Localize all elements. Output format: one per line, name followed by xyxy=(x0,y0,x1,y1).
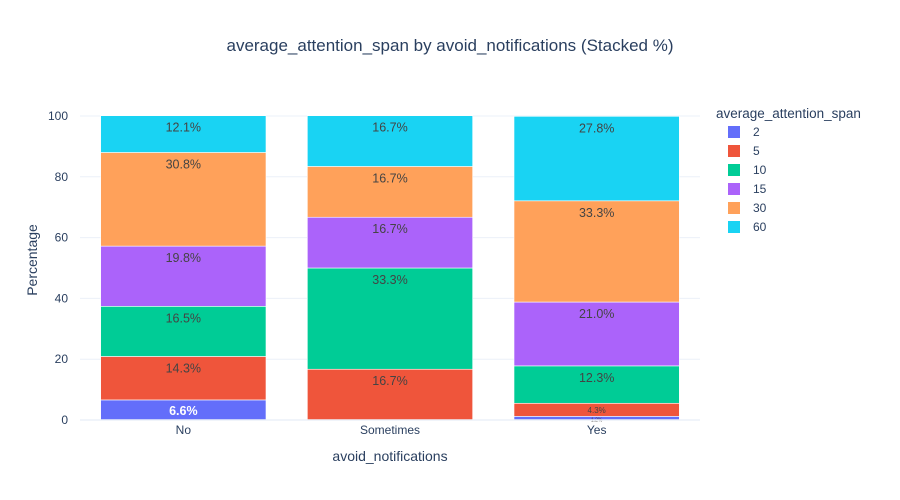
bar-label: 27.8% xyxy=(579,121,614,135)
bar-segment-30-sometimes xyxy=(307,166,473,218)
y-axis-title: Percentage xyxy=(24,224,40,296)
bar-label: 6.6% xyxy=(169,404,198,418)
bar-segment-15-sometimes xyxy=(307,216,473,269)
legend: average_attention_span 2 5 10 15 30 60 xyxy=(716,106,861,234)
bar-segment-60-sometimes xyxy=(307,115,473,167)
y-tick-label: 20 xyxy=(55,352,69,366)
legend-swatch-5[interactable] xyxy=(728,145,740,157)
legend-label-10[interactable]: 10 xyxy=(753,163,767,177)
bar-label: 12.1% xyxy=(166,121,201,135)
bar-segment-15-no xyxy=(100,245,267,307)
y-tick-label: 100 xyxy=(48,109,68,123)
bar-label: 33.3% xyxy=(372,273,407,287)
chart-title: average_attention_span by avoid_notifica… xyxy=(226,36,673,55)
bar-segment-10-no xyxy=(100,306,267,357)
y-tick-label: 0 xyxy=(61,413,68,427)
legend-label-5[interactable]: 5 xyxy=(753,144,760,158)
axes: 0 20 40 60 80 100 No Sometimes Yes xyxy=(48,109,700,437)
bar-label: 14.3% xyxy=(166,361,201,375)
bar-label: 16.7% xyxy=(372,374,407,388)
legend-swatch-15[interactable] xyxy=(728,183,740,195)
legend-swatch-2[interactable] xyxy=(728,126,740,138)
legend-title: average_attention_span xyxy=(716,106,861,121)
bar-label: 21.0% xyxy=(579,307,614,321)
bar-label: 33.3% xyxy=(579,206,614,220)
legend-swatch-60[interactable] xyxy=(728,221,740,233)
bar-segment-30-yes xyxy=(513,200,680,303)
bar-label: 4.3% xyxy=(588,406,606,415)
x-tick-label: No xyxy=(176,423,192,437)
legend-label-30[interactable]: 30 xyxy=(753,201,767,215)
legend-swatch-10[interactable] xyxy=(728,164,740,176)
y-tick-label: 60 xyxy=(55,231,69,245)
legend-label-15[interactable]: 15 xyxy=(753,182,767,196)
bar-segment-5-no xyxy=(100,356,267,401)
y-tick-label: 40 xyxy=(55,291,69,305)
bar-label: 16.5% xyxy=(166,311,201,325)
legend-label-2[interactable]: 2 xyxy=(753,125,760,139)
bar-label: 19.8% xyxy=(166,251,201,265)
x-axis-title: avoid_notifications xyxy=(332,448,447,464)
x-tick-label: Yes xyxy=(587,423,607,437)
bar-segment-60-yes xyxy=(513,116,680,202)
y-tick-label: 80 xyxy=(55,170,69,184)
bar-segment-60-no xyxy=(100,115,267,153)
bar-segment-5-sometimes xyxy=(307,368,473,421)
bar-segment-10-yes xyxy=(513,365,680,404)
x-tick-label: Sometimes xyxy=(360,423,420,437)
legend-label-60[interactable]: 60 xyxy=(753,220,767,234)
bar-label: 16.7% xyxy=(372,222,407,236)
legend-swatch-30[interactable] xyxy=(728,202,740,214)
bar-label: 30.8% xyxy=(166,157,201,171)
bar-label: 16.7% xyxy=(372,171,407,185)
bar-segment-30-no xyxy=(100,152,267,247)
bar-segment-15-yes xyxy=(513,301,680,367)
bar-label: 16.7% xyxy=(372,121,407,135)
bars xyxy=(100,115,680,421)
bar-label: 12.3% xyxy=(579,371,614,385)
bar-segment-10-sometimes xyxy=(307,267,473,370)
